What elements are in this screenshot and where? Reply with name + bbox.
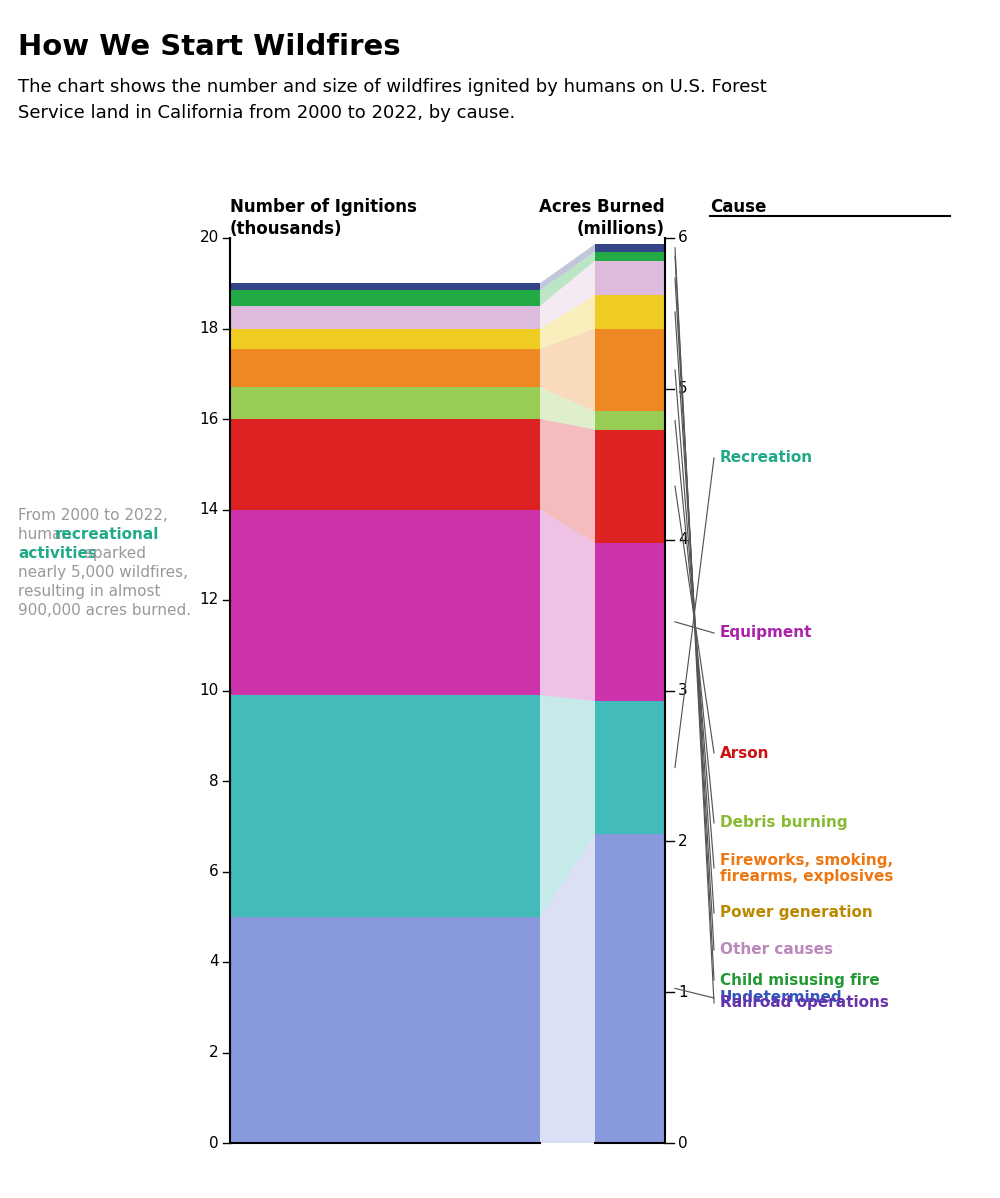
Text: sparked: sparked (80, 546, 146, 561)
Text: recreational: recreational (55, 527, 160, 541)
Text: 10: 10 (200, 683, 219, 698)
Text: 20: 20 (200, 230, 219, 246)
Text: 2: 2 (209, 1045, 219, 1060)
Text: firearms, explosives: firearms, explosives (720, 869, 893, 883)
Polygon shape (540, 695, 595, 916)
Text: Number of Ignitions
(thousands): Number of Ignitions (thousands) (230, 198, 417, 238)
Text: human: human (18, 527, 76, 541)
Polygon shape (540, 328, 595, 411)
Bar (230, 349, 540, 387)
Text: Other causes: Other causes (720, 943, 833, 957)
Bar (230, 328, 540, 349)
Bar (595, 411, 665, 430)
Bar (230, 916, 540, 1143)
Text: resulting in almost: resulting in almost (18, 583, 160, 599)
Text: Arson: Arson (720, 745, 770, 761)
Bar (230, 387, 540, 419)
Text: Recreation: Recreation (720, 450, 813, 466)
Text: 5: 5 (678, 381, 688, 397)
Bar (595, 296, 665, 328)
Text: Child misusing fire: Child misusing fire (720, 973, 880, 987)
Text: 3: 3 (678, 683, 688, 698)
Text: 14: 14 (200, 502, 219, 518)
Polygon shape (540, 834, 595, 1143)
Bar (230, 283, 540, 290)
Text: Cause: Cause (710, 198, 766, 216)
Polygon shape (540, 419, 595, 543)
Bar (595, 252, 665, 261)
Text: 0: 0 (678, 1136, 688, 1150)
Text: 16: 16 (200, 411, 219, 426)
Bar (230, 695, 540, 916)
Text: From 2000 to 2022,: From 2000 to 2022, (18, 508, 168, 524)
Bar (595, 834, 665, 1143)
Bar (595, 701, 665, 834)
Text: 4: 4 (209, 955, 219, 969)
Text: 4: 4 (678, 532, 688, 547)
Bar (230, 305, 540, 328)
Text: Power generation: Power generation (720, 906, 873, 920)
Text: Railroad operations: Railroad operations (720, 996, 889, 1010)
Text: 12: 12 (200, 593, 219, 607)
Text: activities: activities (18, 546, 97, 561)
Polygon shape (540, 387, 595, 430)
Polygon shape (540, 252, 595, 305)
Text: 6: 6 (209, 864, 219, 879)
Text: Fireworks, smoking,: Fireworks, smoking, (720, 853, 893, 867)
Text: Acres Burned
(millions): Acres Burned (millions) (539, 198, 665, 238)
Bar (595, 244, 665, 252)
Text: 900,000 acres burned.: 900,000 acres burned. (18, 603, 191, 618)
Text: The chart shows the number and size of wildfires ignited by humans on U.S. Fores: The chart shows the number and size of w… (18, 78, 767, 122)
Bar (595, 328, 665, 411)
Polygon shape (540, 296, 595, 349)
Text: Equipment: Equipment (720, 625, 812, 641)
Bar (230, 509, 540, 695)
Bar (230, 290, 540, 305)
Text: How We Start Wildfires: How We Start Wildfires (18, 34, 401, 61)
Text: Undetermined: Undetermined (720, 991, 843, 1005)
Text: 0: 0 (209, 1136, 219, 1150)
Text: 18: 18 (200, 321, 219, 335)
Bar (595, 261, 665, 296)
Bar (595, 543, 665, 701)
Text: 6: 6 (678, 230, 688, 246)
Bar (230, 419, 540, 509)
Polygon shape (540, 261, 595, 328)
Text: 8: 8 (209, 774, 219, 788)
Text: 2: 2 (678, 834, 688, 849)
Text: Debris burning: Debris burning (720, 816, 848, 830)
Polygon shape (540, 509, 595, 701)
Text: 1: 1 (678, 985, 688, 999)
Bar (595, 430, 665, 543)
Text: nearly 5,000 wildfires,: nearly 5,000 wildfires, (18, 565, 188, 580)
Polygon shape (540, 244, 595, 290)
